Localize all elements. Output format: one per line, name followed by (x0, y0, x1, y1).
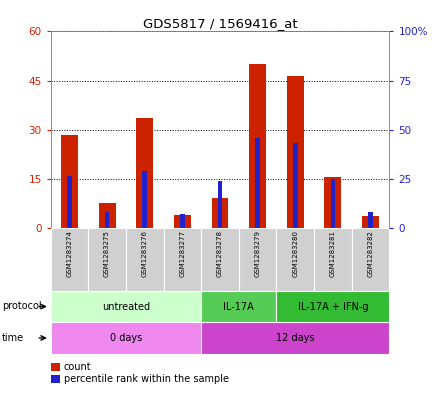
Text: untreated: untreated (102, 301, 150, 312)
Bar (61, 134, 78, 228)
Text: IL-17A: IL-17A (224, 301, 254, 312)
Bar (143, 171, 147, 228)
Bar (218, 181, 222, 228)
Text: 0 days: 0 days (110, 333, 142, 343)
Bar (201, 291, 276, 322)
Bar (88, 228, 126, 291)
Title: GDS5817 / 1569416_at: GDS5817 / 1569416_at (143, 17, 297, 30)
Bar (174, 215, 191, 228)
Bar (105, 212, 109, 228)
Bar (293, 143, 297, 228)
Bar (51, 322, 201, 354)
Bar (99, 204, 116, 228)
Bar (255, 138, 260, 228)
Bar (212, 198, 228, 228)
Bar (201, 228, 239, 291)
Text: 12 days: 12 days (276, 333, 315, 343)
Bar (51, 228, 88, 291)
Text: GSM1283281: GSM1283281 (330, 230, 336, 277)
Bar (331, 179, 335, 228)
Bar (276, 228, 314, 291)
Bar (164, 228, 201, 291)
Bar (276, 291, 389, 322)
Bar (136, 118, 153, 228)
Bar (352, 228, 389, 291)
Bar (362, 217, 379, 228)
Text: GSM1283277: GSM1283277 (180, 230, 185, 277)
Bar (239, 228, 276, 291)
Bar (249, 64, 266, 228)
Text: GSM1283282: GSM1283282 (367, 230, 374, 277)
Bar (67, 176, 72, 228)
Text: time: time (2, 333, 24, 343)
Text: count: count (64, 362, 92, 372)
Text: protocol: protocol (2, 301, 42, 311)
Text: GSM1283280: GSM1283280 (292, 230, 298, 277)
Bar (126, 228, 164, 291)
Bar (51, 291, 201, 322)
Bar (201, 322, 389, 354)
Text: GSM1283279: GSM1283279 (255, 230, 260, 277)
Bar (180, 214, 185, 228)
Text: IL-17A + IFN-g: IL-17A + IFN-g (298, 301, 368, 312)
Text: percentile rank within the sample: percentile rank within the sample (64, 374, 229, 384)
Text: GSM1283278: GSM1283278 (217, 230, 223, 277)
Bar (314, 228, 352, 291)
Text: GSM1283275: GSM1283275 (104, 230, 110, 277)
Bar (324, 177, 341, 228)
Bar (368, 212, 373, 228)
Bar (287, 75, 304, 228)
Text: GSM1283276: GSM1283276 (142, 230, 148, 277)
Text: GSM1283274: GSM1283274 (66, 230, 73, 277)
